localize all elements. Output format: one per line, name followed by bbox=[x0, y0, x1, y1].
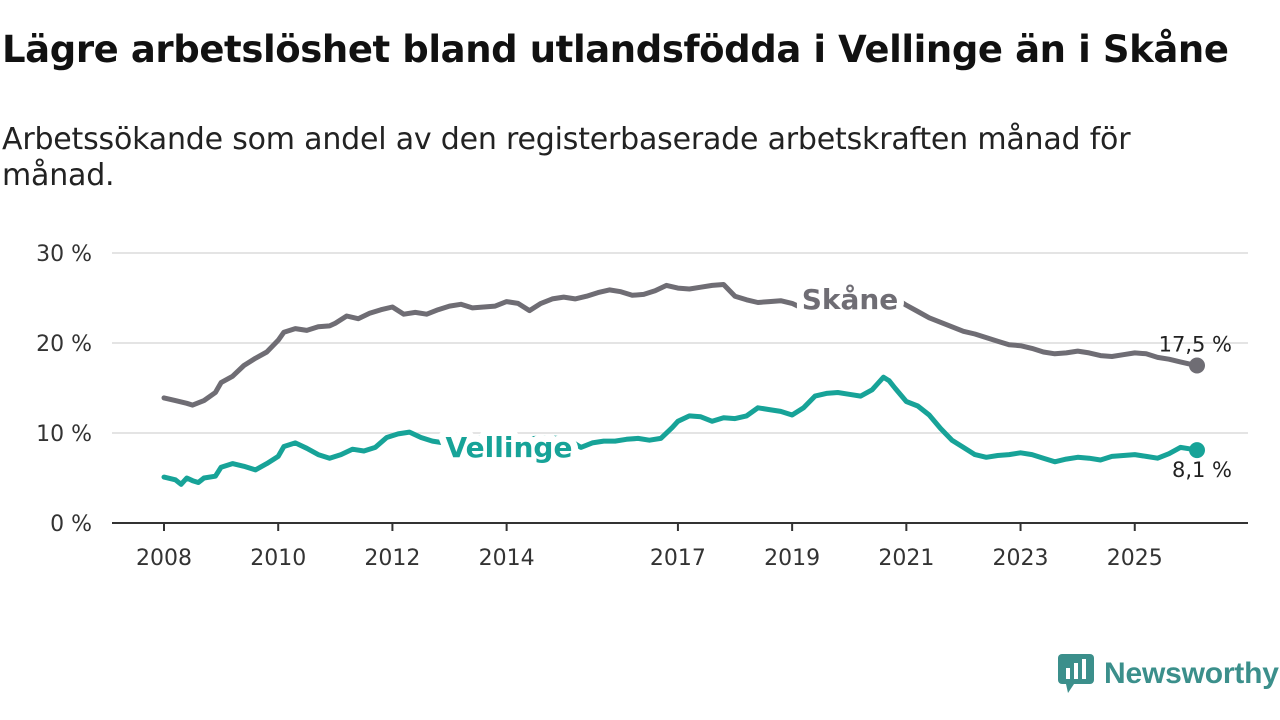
series-lines bbox=[161, 282, 1205, 487]
series-name-label-sk-ne: Skåne bbox=[802, 283, 899, 316]
x-tick-label: 2008 bbox=[136, 546, 192, 571]
gridlines bbox=[112, 252, 1248, 434]
y-axis-ticks: 0 % 10 % 20 % 30 % bbox=[36, 242, 92, 537]
y-tick-label: 0 % bbox=[50, 512, 92, 537]
x-tick-label: 2017 bbox=[650, 546, 706, 571]
x-tick-label: 2010 bbox=[250, 546, 306, 571]
series-endpoint-vellinge bbox=[1189, 442, 1205, 459]
x-axis-ticks: 2008 2010 2012 2014 2017 2019 2021 2023 2025 bbox=[136, 523, 1163, 571]
x-tick-label: 2012 bbox=[364, 546, 420, 571]
x-tick-label: 2021 bbox=[878, 546, 934, 571]
y-tick-label: 10 % bbox=[36, 422, 92, 447]
brand-logo: Newsworthy bbox=[1058, 654, 1279, 694]
end-value-label-sk-ne: 17,5 % bbox=[1159, 333, 1232, 357]
newsworthy-logo-icon bbox=[1058, 654, 1094, 693]
chart-subtitle: Arbetssökande som andel av den registerb… bbox=[2, 122, 1131, 193]
series-line-vellinge bbox=[161, 374, 1200, 487]
x-tick-label: 2014 bbox=[479, 546, 535, 571]
y-tick-label: 20 % bbox=[36, 332, 92, 357]
x-tick-label: 2025 bbox=[1107, 546, 1163, 571]
series-line-sk-ne bbox=[161, 282, 1200, 408]
series-name-label-vellinge: Vellinge bbox=[446, 431, 573, 464]
series-endpoint-sk-ne bbox=[1189, 357, 1205, 374]
x-tick-label: 2023 bbox=[993, 546, 1049, 571]
end-value-label-vellinge: 8,1 % bbox=[1172, 458, 1232, 482]
x-tick-label: 2019 bbox=[764, 546, 820, 571]
brand-name: Newsworthy bbox=[1104, 657, 1279, 690]
series-name-halo-vellinge: Vellinge bbox=[446, 431, 573, 464]
chart-title: Lägre arbetslöshet bland utlandsfödda i … bbox=[2, 28, 1229, 71]
y-tick-label: 30 % bbox=[36, 242, 92, 267]
series-name-halo-sk-ne: Skåne bbox=[802, 283, 899, 316]
